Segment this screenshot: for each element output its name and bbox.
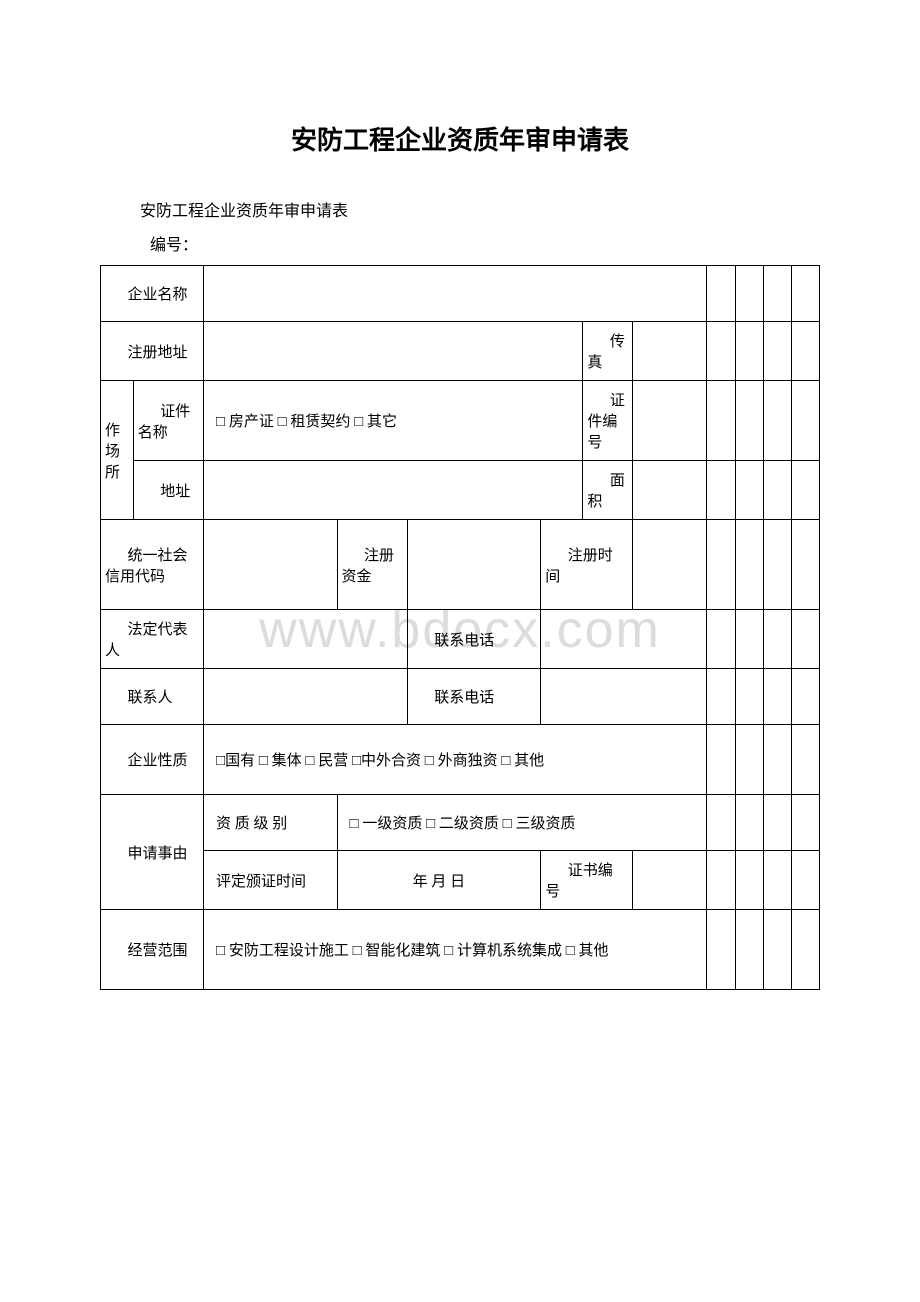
blank-cell	[735, 610, 763, 669]
blank-cell	[791, 520, 819, 610]
label-reg-address: 注册地址	[101, 322, 204, 381]
label-reg-capital: 注册资金	[337, 520, 407, 610]
blank-cell	[791, 381, 819, 461]
field-reg-address[interactable]	[204, 322, 583, 381]
blank-cell	[707, 669, 735, 725]
blank-cell	[763, 322, 791, 381]
blank-cell	[735, 322, 763, 381]
blank-cell	[763, 520, 791, 610]
field-company-name[interactable]	[204, 266, 707, 322]
subtitle: 安防工程企业资质年审申请表	[100, 197, 820, 221]
label-workplace: 作场所	[101, 381, 134, 520]
field-company-nature[interactable]: □国有 □ 集体 □ 民营 □中外合资 □ 外商独资 □ 其他	[204, 725, 707, 795]
blank-cell	[763, 461, 791, 520]
blank-cell	[763, 610, 791, 669]
label-contact-phone-1: 联系电话	[407, 610, 540, 669]
blank-cell	[791, 461, 819, 520]
label-contact-phone-2: 联系电话	[407, 669, 540, 725]
blank-cell	[763, 266, 791, 322]
field-area[interactable]	[632, 461, 707, 520]
field-cert-book-no[interactable]	[632, 851, 707, 910]
blank-cell	[735, 795, 763, 851]
blank-cell	[791, 725, 819, 795]
label-issue-time: 评定颁证时间	[204, 851, 337, 910]
label-contact-person: 联系人	[101, 669, 204, 725]
label-cert-name: 证件名称	[133, 381, 203, 461]
blank-cell	[735, 725, 763, 795]
blank-cell	[735, 910, 763, 990]
label-social-credit: 统一社会信用代码	[101, 520, 204, 610]
label-legal-rep: 法定代表人	[101, 610, 204, 669]
blank-cell	[791, 669, 819, 725]
blank-cell	[707, 795, 735, 851]
blank-cell	[707, 851, 735, 910]
label-cert-no: 证件编号	[583, 381, 632, 461]
blank-cell	[735, 381, 763, 461]
field-address[interactable]	[204, 461, 583, 520]
field-contact-person[interactable]	[204, 669, 408, 725]
blank-cell	[707, 520, 735, 610]
field-cert-no[interactable]	[632, 381, 707, 461]
application-form-table: 企业名称 注册地址 传真 作场所 证件名称 □ 房产证 □ 租赁契约 □ 其它 …	[100, 265, 820, 990]
blank-cell	[791, 910, 819, 990]
blank-cell	[791, 851, 819, 910]
blank-cell	[763, 851, 791, 910]
blank-cell	[791, 610, 819, 669]
field-issue-date[interactable]: 年 月 日	[337, 851, 541, 910]
label-application: 申请事由	[101, 795, 204, 910]
blank-cell	[707, 910, 735, 990]
label-address: 地址	[133, 461, 203, 520]
label-company-nature: 企业性质	[101, 725, 204, 795]
blank-cell	[791, 795, 819, 851]
label-company-name: 企业名称	[101, 266, 204, 322]
label-qual-level: 资 质 级 别	[204, 795, 337, 851]
label-reg-time: 注册时间	[541, 520, 632, 610]
field-contact-phone-2[interactable]	[541, 669, 707, 725]
blank-cell	[707, 266, 735, 322]
label-cert-book-no: 证书编号	[541, 851, 632, 910]
blank-cell	[735, 669, 763, 725]
field-reg-time[interactable]	[632, 520, 707, 610]
blank-cell	[707, 322, 735, 381]
serial-number-label: 编号：	[100, 231, 820, 255]
label-fax: 传真	[583, 322, 632, 381]
blank-cell	[707, 610, 735, 669]
field-legal-rep[interactable]	[204, 610, 408, 669]
blank-cell	[763, 795, 791, 851]
field-qual-level[interactable]: □ 一级资质 □ 二级资质 □ 三级资质	[337, 795, 707, 851]
field-biz-scope[interactable]: □ 安防工程设计施工 □ 智能化建筑 □ 计算机系统集成 □ 其他	[204, 910, 707, 990]
field-reg-capital[interactable]	[407, 520, 540, 610]
label-biz-scope: 经营范围	[101, 910, 204, 990]
field-cert-name-options[interactable]: □ 房产证 □ 租赁契约 □ 其它	[204, 381, 583, 461]
field-fax[interactable]	[632, 322, 707, 381]
page-title: 安防工程企业资质年审申请表	[100, 120, 820, 157]
blank-cell	[707, 461, 735, 520]
blank-cell	[763, 381, 791, 461]
blank-cell	[791, 266, 819, 322]
blank-cell	[707, 725, 735, 795]
field-contact-phone-1[interactable]	[541, 610, 707, 669]
blank-cell	[763, 910, 791, 990]
blank-cell	[735, 461, 763, 520]
blank-cell	[735, 266, 763, 322]
blank-cell	[791, 322, 819, 381]
label-area: 面积	[583, 461, 632, 520]
field-social-credit[interactable]	[204, 520, 337, 610]
blank-cell	[763, 669, 791, 725]
blank-cell	[735, 851, 763, 910]
blank-cell	[707, 381, 735, 461]
blank-cell	[735, 520, 763, 610]
blank-cell	[763, 725, 791, 795]
